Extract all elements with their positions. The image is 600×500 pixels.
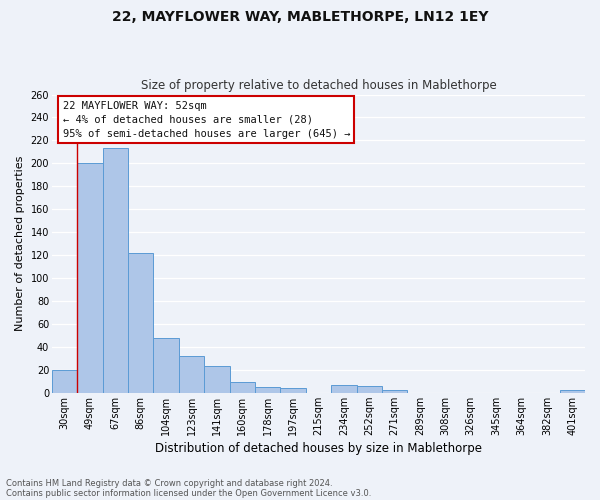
Bar — [356, 386, 382, 393]
Bar — [560, 390, 585, 393]
Bar — [52, 370, 77, 393]
Bar — [154, 338, 179, 393]
Bar — [280, 388, 306, 393]
Bar — [204, 366, 230, 393]
Text: 22, MAYFLOWER WAY, MABLETHORPE, LN12 1EY: 22, MAYFLOWER WAY, MABLETHORPE, LN12 1EY — [112, 10, 488, 24]
X-axis label: Distribution of detached houses by size in Mablethorpe: Distribution of detached houses by size … — [155, 442, 482, 455]
Bar — [230, 382, 255, 393]
Y-axis label: Number of detached properties: Number of detached properties — [15, 156, 25, 332]
Bar — [255, 387, 280, 393]
Bar — [128, 253, 154, 393]
Bar — [103, 148, 128, 393]
Bar — [331, 384, 356, 393]
Text: 22 MAYFLOWER WAY: 52sqm
← 4% of detached houses are smaller (28)
95% of semi-det: 22 MAYFLOWER WAY: 52sqm ← 4% of detached… — [62, 100, 350, 138]
Bar — [77, 164, 103, 393]
Bar — [179, 356, 204, 393]
Text: Contains HM Land Registry data © Crown copyright and database right 2024.: Contains HM Land Registry data © Crown c… — [6, 478, 332, 488]
Title: Size of property relative to detached houses in Mablethorpe: Size of property relative to detached ho… — [140, 79, 496, 92]
Text: Contains public sector information licensed under the Open Government Licence v3: Contains public sector information licen… — [6, 488, 371, 498]
Bar — [382, 390, 407, 393]
